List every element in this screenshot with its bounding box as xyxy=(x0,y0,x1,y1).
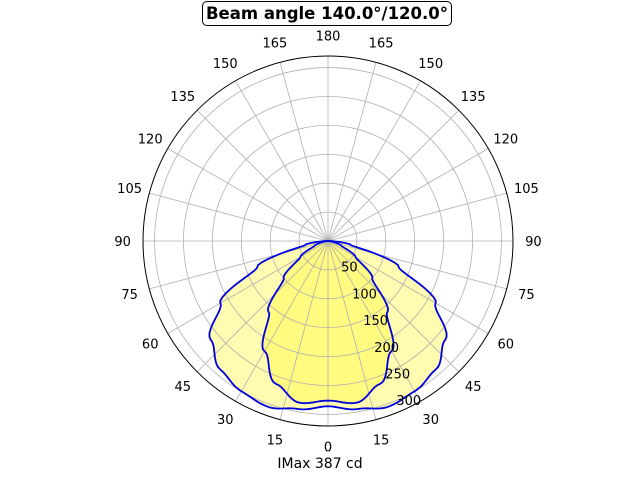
grid-spoke xyxy=(235,80,329,242)
radial-tick-label: 200 xyxy=(374,341,399,356)
angle-tick-label: 165 xyxy=(262,37,287,52)
angle-tick-label: 45 xyxy=(465,380,482,395)
radial-tick-label: 150 xyxy=(363,314,388,329)
radial-tick-label: 250 xyxy=(385,368,410,383)
angle-tick-label: 75 xyxy=(121,288,138,303)
angle-tick-label: 105 xyxy=(117,182,142,197)
radial-tick-label: 300 xyxy=(396,394,421,409)
series-line-1 xyxy=(208,240,448,411)
angle-tick-label: 60 xyxy=(142,338,159,353)
outer-circle xyxy=(142,55,514,427)
grid-spoke xyxy=(196,109,329,242)
angle-tick-label: 105 xyxy=(514,182,539,197)
angle-tick-label: 165 xyxy=(369,37,394,52)
angle-tick-label: 180 xyxy=(316,30,341,45)
grid-spoke xyxy=(327,80,421,242)
x-axis-label: IMax 387 cd xyxy=(277,456,363,472)
series-line-2 xyxy=(261,240,395,405)
grid-spoke xyxy=(196,240,329,373)
grid-spoke xyxy=(327,240,377,420)
grid-spoke xyxy=(279,240,329,420)
grid-spoke xyxy=(327,240,507,290)
grid-spoke xyxy=(167,148,329,242)
grid-spoke xyxy=(327,148,489,242)
grid-spoke xyxy=(149,240,329,290)
radial-tick-label: 50 xyxy=(341,261,358,276)
grid-spoke xyxy=(327,240,460,373)
grid-spoke xyxy=(327,192,507,242)
radial-tick-label: 100 xyxy=(352,287,377,302)
grid-spoke xyxy=(327,240,421,402)
grid-spoke xyxy=(327,62,377,242)
grid-spoke xyxy=(149,192,329,242)
angle-tick-label: 15 xyxy=(267,433,284,448)
angle-tick-label: 75 xyxy=(518,288,535,303)
angle-tick-label: 120 xyxy=(493,132,518,147)
angle-tick-label: 15 xyxy=(373,433,390,448)
grid-spoke xyxy=(235,240,329,402)
line-layer xyxy=(208,240,448,411)
angle-tick-label: 30 xyxy=(217,413,234,428)
angle-tick-label: 120 xyxy=(138,132,163,147)
angle-tick-label: 45 xyxy=(175,380,192,395)
angle-tick-label: 150 xyxy=(418,57,443,72)
grid-spoke xyxy=(279,62,329,242)
angle-tick-label: 135 xyxy=(461,90,486,105)
angle-tick-label: 90 xyxy=(525,235,542,250)
tick-layer: 0 15 30 45 60 75 90 105 120 135 150 165 180 165 150 135… xyxy=(114,30,541,456)
angle-tick-label: 60 xyxy=(498,338,515,353)
angle-tick-label: 135 xyxy=(170,90,195,105)
grid-layer xyxy=(142,55,514,427)
angle-tick-label: 30 xyxy=(422,413,439,428)
grid-spoke xyxy=(327,109,460,242)
angle-tick-label: 150 xyxy=(213,57,238,72)
angle-tick-label: 0 xyxy=(324,440,332,455)
chart-title: Beam angle 140.0°/120.0° xyxy=(202,1,452,26)
angle-tick-label: 90 xyxy=(114,235,131,250)
